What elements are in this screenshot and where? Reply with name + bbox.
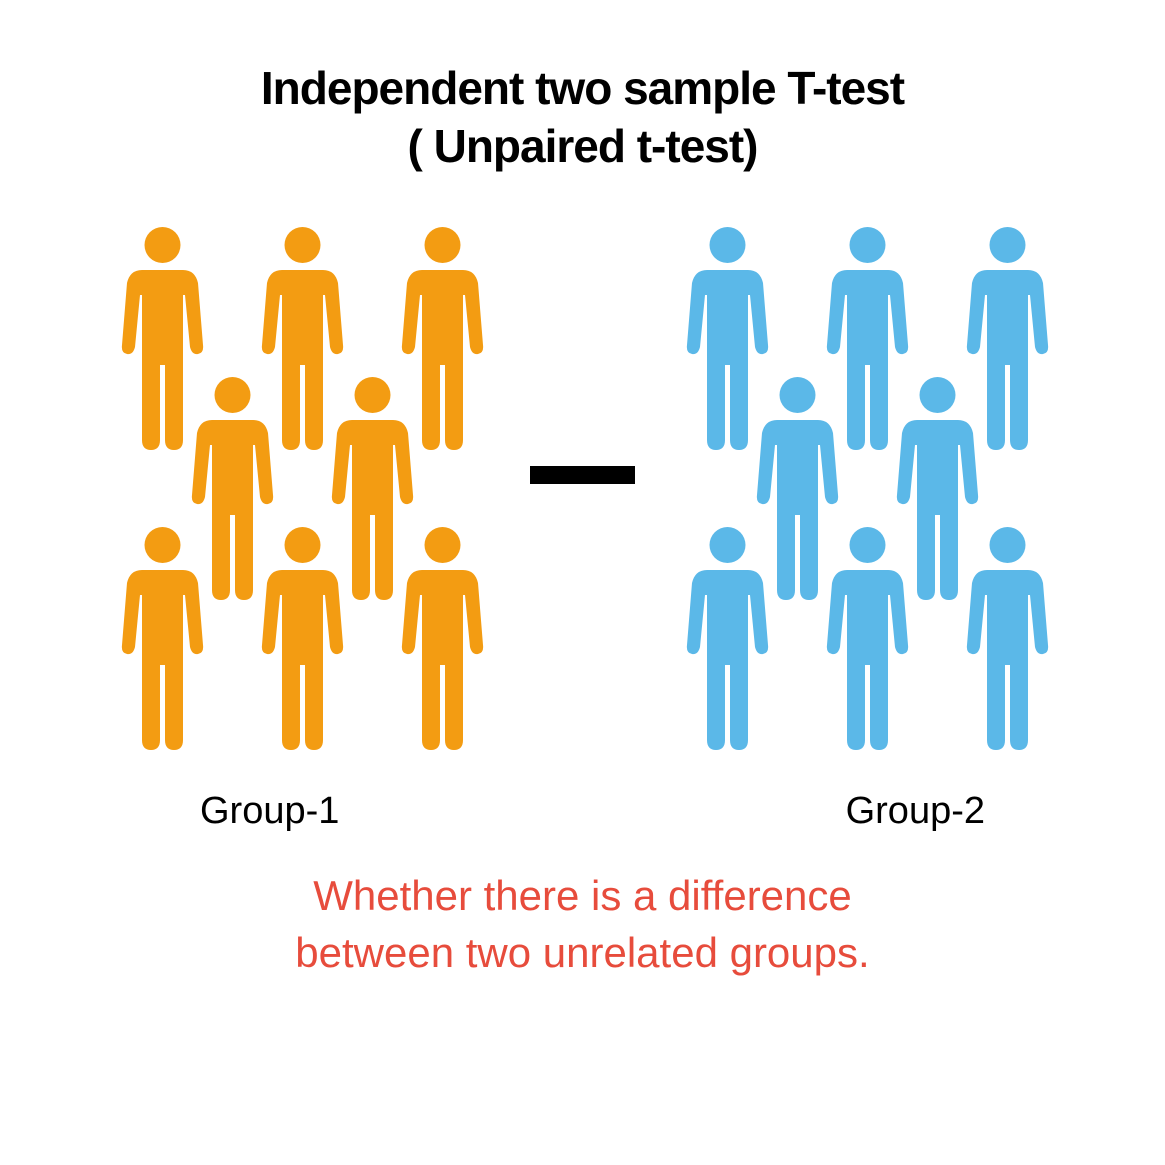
person-icon: [120, 525, 205, 755]
person-icon: [400, 525, 485, 755]
person-icon: [260, 525, 345, 760]
description: Whether there is a difference between tw…: [0, 833, 1165, 981]
person-icon: [965, 525, 1050, 760]
desc-line-1: Whether there is a difference: [100, 868, 1065, 925]
title-section: Independent two sample T-test ( Unpaired…: [0, 0, 1165, 205]
person-icon: [685, 525, 770, 755]
group-2: [665, 225, 1065, 775]
group-labels: Group-1 Group-2: [0, 775, 1165, 833]
person-icon: [825, 525, 910, 760]
person-icon: [260, 525, 345, 755]
person-icon: [400, 525, 485, 760]
groups-container: [0, 205, 1165, 775]
group-2-label: Group-2: [846, 790, 985, 833]
minus-divider: [530, 466, 635, 484]
desc-line-2: between two unrelated groups.: [100, 925, 1065, 982]
people-grid-1: [100, 225, 500, 775]
group-1-label: Group-1: [200, 790, 339, 833]
title-line-2: ( Unpaired t-test): [0, 118, 1165, 176]
person-icon: [120, 525, 205, 760]
group-1: [100, 225, 500, 775]
person-icon: [825, 525, 910, 755]
person-icon: [965, 525, 1050, 755]
person-icon: [685, 525, 770, 760]
people-grid-2: [665, 225, 1065, 775]
title-line-1: Independent two sample T-test: [0, 60, 1165, 118]
